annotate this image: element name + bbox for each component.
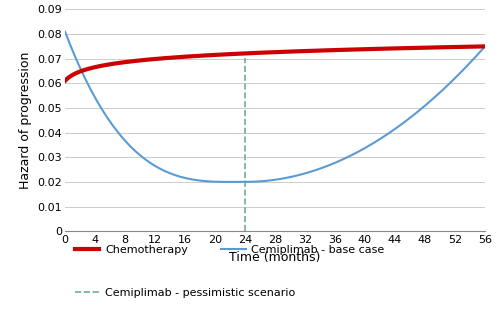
Y-axis label: Hazard of progression: Hazard of progression [19,51,32,189]
X-axis label: Time (months): Time (months) [230,251,320,264]
Legend: Cemiplimab - pessimistic scenario: Cemiplimab - pessimistic scenario [70,283,300,302]
